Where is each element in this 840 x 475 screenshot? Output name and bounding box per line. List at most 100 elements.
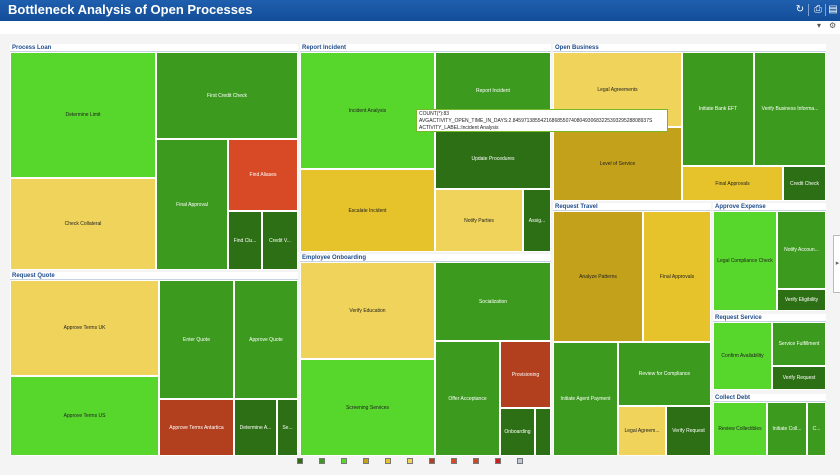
legend-swatch xyxy=(473,458,479,464)
group-title: Request Quote xyxy=(10,272,298,280)
treemap-cell-label: Credit Check xyxy=(790,180,819,187)
treemap-cell-label: C... xyxy=(812,426,821,432)
treemap-cell-label: Legal Compliance Check xyxy=(717,258,773,264)
treemap-cell[interactable]: Provisioning xyxy=(500,341,551,408)
treemap-cell-label: Initiate Bank EFT xyxy=(698,106,738,112)
treemap-cell-label: Review Collectibles xyxy=(718,426,762,432)
treemap-cell[interactable]: Verify Eligibility xyxy=(777,289,826,311)
toolbar: ▾ ⚙ xyxy=(0,21,840,34)
treemap-cell[interactable]: Verify Request xyxy=(666,406,711,456)
treemap-cell[interactable]: Determine Limit xyxy=(10,52,156,178)
side-panel-toggle[interactable]: ▸ xyxy=(833,235,840,293)
treemap-group: Legal Compliance Check Notify Accoun... Ve… xyxy=(713,211,826,311)
options-dropdown-icon[interactable]: ▾ xyxy=(817,21,822,30)
treemap-cell-label: First Credit Check xyxy=(206,92,247,99)
treemap-cell-label: Incident Analysis xyxy=(348,107,387,114)
group-title: Process Loan xyxy=(10,44,298,52)
treemap-cell-label: Approve Terms UK xyxy=(63,325,106,331)
treemap-cell[interactable]: Level of Service xyxy=(553,127,682,201)
treemap-cell-label: Find Clu... xyxy=(233,237,257,244)
legend-swatch xyxy=(517,458,523,464)
treemap-cell-label: Offer Acceptance xyxy=(448,395,487,402)
treemap-cell[interactable]: Review Collectibles xyxy=(713,402,767,456)
treemap-cell[interactable] xyxy=(535,408,551,456)
export-icon[interactable]: ▤ xyxy=(828,4,838,15)
treemap-cell[interactable]: Verify Business Informa... xyxy=(754,52,826,166)
treemap-cell[interactable]: C... xyxy=(807,402,826,456)
treemap-cell[interactable]: Enter Quote xyxy=(159,280,234,399)
treemap-cell[interactable]: Initiate Bank EFT xyxy=(682,52,754,166)
treemap-cell[interactable]: First Credit Check xyxy=(156,52,298,139)
tooltip-avg-open-time: AVGACTIVITY_OPEN_TIME_IN_DAYS:2.84597138… xyxy=(419,118,653,124)
treemap-cell-label: Final Approvals xyxy=(715,180,750,187)
group-title: Collect Debt xyxy=(713,394,826,402)
treemap-cell-label: Service Fulfillment xyxy=(778,341,820,347)
treemap-cell[interactable]: Final Approval xyxy=(156,139,228,270)
treemap-cell[interactable]: Notify Accoun... xyxy=(777,211,826,289)
treemap-cell[interactable]: Find Aliases xyxy=(228,139,298,211)
treemap-cell-label: Legal Agreem... xyxy=(624,428,660,434)
treemap-cell-label: Enter Quote xyxy=(183,336,210,343)
treemap-cell-label: Provisioning xyxy=(511,371,540,378)
treemap-cell[interactable]: Approve Terms UK xyxy=(10,280,159,376)
treemap-cell[interactable]: Final Approvals xyxy=(682,166,783,201)
treemap-cell[interactable]: Legal Agreem... xyxy=(618,406,666,456)
treemap-cell[interactable]: Incident Analysis xyxy=(300,52,435,169)
tooltip-count: COUNT(*):83 xyxy=(419,111,450,117)
treemap-cell[interactable]: Notify Parties xyxy=(435,189,523,252)
page-title: Bottleneck Analysis of Open Processes xyxy=(8,2,253,17)
treemap-cell[interactable]: Onboarding xyxy=(500,408,535,456)
treemap-cell[interactable]: Screening Services xyxy=(300,359,435,456)
treemap-cell[interactable]: Verify Request xyxy=(772,366,826,390)
treemap-cell-label: Notify Parties xyxy=(464,217,494,224)
treemap-cell[interactable]: Verify Education xyxy=(300,262,435,359)
treemap-cell[interactable]: Determine A... xyxy=(234,399,277,456)
legend-swatch xyxy=(319,458,325,464)
settings-icon[interactable]: ⚙ xyxy=(829,21,837,30)
treemap-cell-label: Verify Education xyxy=(349,307,386,314)
treemap-cell[interactable]: Se... xyxy=(277,399,298,456)
treemap-cell[interactable]: Approve Terms US xyxy=(10,376,159,456)
treemap-cell-label: Assig... xyxy=(528,217,546,224)
treemap-cell[interactable]: Check Collateral xyxy=(10,178,156,270)
treemap-cell-label: Check Collateral xyxy=(64,221,102,227)
legend-swatch xyxy=(495,458,501,464)
treemap-cell[interactable]: Initiate Agent Payment xyxy=(553,342,618,456)
treemap-cell[interactable]: Credit V... xyxy=(262,211,298,270)
treemap-cell[interactable]: Approve Quote xyxy=(234,280,298,399)
treemap-cell-label: Initiate Agent Payment xyxy=(560,396,611,402)
treemap-cell[interactable]: Approve Terms Antartica xyxy=(159,399,234,456)
legend-swatch xyxy=(341,458,347,464)
header-bar: Bottleneck Analysis of Open Processes ↻ … xyxy=(0,0,840,21)
treemap-cell[interactable]: Service Fulfillment xyxy=(772,322,826,366)
treemap-cell[interactable]: Final Approvals xyxy=(643,211,711,342)
treemap-cell[interactable]: Update Procedures xyxy=(435,129,551,189)
treemap-cell-label: Level of Service xyxy=(599,161,636,167)
legend-swatch xyxy=(385,458,391,464)
treemap-cell[interactable]: Assig... xyxy=(523,189,551,252)
treemap-cell-label: Notify Accoun... xyxy=(784,247,819,253)
treemap-cell[interactable]: Find Clu... xyxy=(228,211,262,270)
treemap-cell-label: Approve Terms US xyxy=(63,413,106,419)
treemap-group: Determine Limit Check Collateral First Cre… xyxy=(10,52,298,270)
treemap-cell-label: Approve Terms Antartica xyxy=(169,424,224,431)
legend-swatch xyxy=(451,458,457,464)
treemap-cell[interactable]: Initiate Coll... xyxy=(767,402,807,456)
treemap-group: Confirm Availability Service Fulfillment V… xyxy=(713,322,826,390)
treemap-cell[interactable]: Review for Compliance xyxy=(618,342,711,406)
treemap-cell[interactable]: Legal Compliance Check xyxy=(713,211,777,311)
treemap-cell[interactable]: Analyze Patterns xyxy=(553,211,643,342)
treemap-cell[interactable]: Confirm Availability xyxy=(713,322,772,390)
treemap-cell[interactable]: Socialization xyxy=(435,262,551,341)
print-icon[interactable]: ⎙ xyxy=(814,4,822,15)
refresh-icon[interactable]: ↻ xyxy=(795,4,805,15)
treemap-cell-label: Final Approvals xyxy=(659,273,695,280)
treemap-cell[interactable]: Offer Acceptance xyxy=(435,341,500,456)
group-title: Request Travel xyxy=(553,203,711,211)
treemap-cell-label: Legal Agreements xyxy=(597,86,638,93)
treemap-group: Verify Education Screening Services Social… xyxy=(300,262,551,456)
treemap-cell[interactable]: Escalate Incident xyxy=(300,169,435,252)
legend-swatch xyxy=(297,458,303,464)
treemap-cell-label: Screening Services xyxy=(345,404,390,411)
treemap-cell[interactable]: Credit Check xyxy=(783,166,826,201)
